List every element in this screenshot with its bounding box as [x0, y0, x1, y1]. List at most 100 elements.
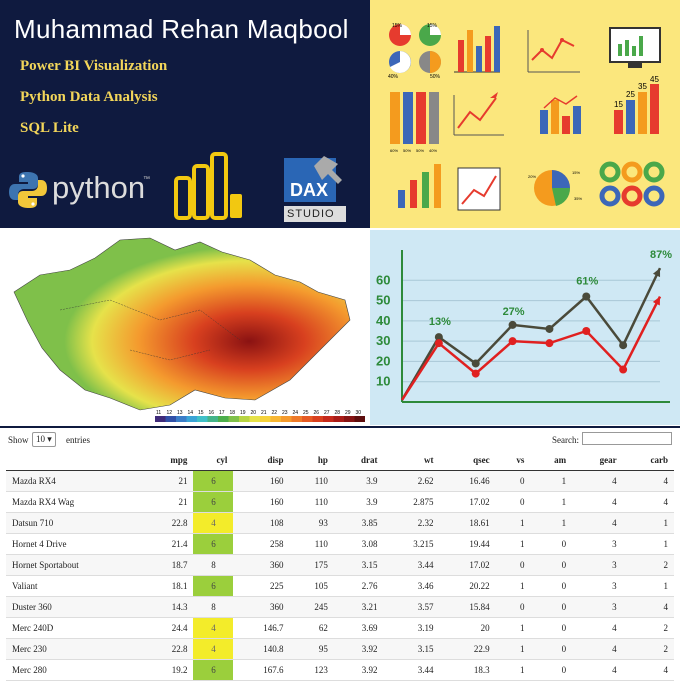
table-cell: 160 — [233, 491, 290, 513]
column-header-cyl[interactable]: cyl — [193, 450, 234, 471]
table-cell: 3.15 — [383, 638, 440, 660]
table-cell: 110 — [289, 470, 334, 492]
pie-side-label-3: 35% — [574, 196, 582, 201]
table-cell: 20 — [439, 617, 496, 639]
legend-tick-label: 27 — [324, 410, 330, 416]
banner-panel: Muhammad Rehan Maqbool Power BI Visualiz… — [0, 0, 370, 228]
legend-tick-label: 11 — [156, 410, 161, 416]
table-cell: 2 — [622, 638, 674, 660]
table-cell: Valiant — [6, 575, 143, 597]
y-tick-label: 30 — [376, 333, 390, 348]
column-header-drat[interactable]: drat — [333, 450, 384, 471]
table-cell: 6 — [193, 575, 234, 597]
series-line-1 — [400, 267, 662, 401]
table-cell: 258 — [233, 533, 290, 555]
donut-charts-icon — [599, 161, 665, 207]
legend-tick-label: 14 — [188, 410, 194, 416]
arrow-bars-icon — [398, 164, 441, 208]
table-cell: 108 — [233, 512, 290, 534]
table-cell: 22.8 — [142, 512, 194, 534]
table-cell: 3.9 — [333, 470, 384, 492]
column-header-gear[interactable]: gear — [572, 450, 623, 471]
table-cell: 3.9 — [333, 491, 384, 513]
entries-select-value: 10 — [36, 434, 45, 444]
column-header-mpg[interactable]: mpg — [142, 450, 194, 471]
table-cell: 16.46 — [439, 470, 496, 492]
pie-side-label-1: 20% — [528, 174, 536, 179]
table-cell: 4 — [193, 512, 234, 534]
heat-map-panel: 11 12 13 14 15 16 17 18 19 20 21 22 23 24 25 26 27 28 29 30 — [0, 230, 370, 425]
legend-tick-label: 15 — [198, 410, 204, 416]
table-cell: 1 — [622, 575, 674, 597]
table-cell: 4 — [193, 617, 234, 639]
table-cell: 4 — [572, 512, 623, 534]
bar-value-4: 45 — [650, 75, 659, 84]
table-cell: Merc 230 — [6, 638, 143, 660]
dax-studio-text: STUDIO — [287, 208, 335, 220]
column-header-am[interactable]: am — [530, 450, 573, 471]
author-name: Muhammad Rehan Maqbool — [14, 14, 349, 44]
table-cell: 4 — [193, 638, 234, 660]
table-cell: 3.21 — [333, 596, 384, 618]
table-cell: 4 — [622, 491, 674, 513]
legend-tick-label: 25 — [303, 410, 309, 416]
column-header-qsec[interactable]: qsec — [439, 450, 496, 471]
y-tick-label: 20 — [376, 353, 390, 368]
table-cell: Hornet Sportabout — [6, 554, 143, 576]
table-cell: 3.57 — [383, 596, 440, 618]
table-cell: 62 — [289, 617, 334, 639]
legend-swatch — [344, 416, 355, 422]
table-cell: 15.84 — [439, 596, 496, 618]
region-shape — [13, 237, 351, 411]
table-cell: 3.215 — [383, 533, 440, 555]
pie-label-4: 50% — [430, 74, 441, 80]
table-cell: 93 — [289, 512, 334, 534]
table-cell: 167.6 — [233, 659, 290, 681]
table-cell: 3.44 — [383, 659, 440, 681]
column-header-carb[interactable]: carb — [622, 450, 674, 471]
legend-swatch — [218, 416, 229, 422]
table-cell: 110 — [289, 533, 334, 555]
table-cell: 0 — [530, 638, 573, 660]
growth-chart-icon — [457, 167, 501, 211]
table-cell: 1 — [530, 491, 573, 513]
dax-logo-text: DAX — [290, 180, 329, 200]
table-cell: 24.4 — [142, 617, 194, 639]
table-cell: 140.8 — [233, 638, 290, 660]
series-arrowhead — [652, 296, 660, 306]
table-cell: 22.8 — [142, 638, 194, 660]
legend-swatch — [207, 416, 218, 422]
legend-swatch — [249, 416, 260, 422]
skill-python: Python Data Analysis — [20, 89, 158, 105]
legend-tick-label: 16 — [209, 410, 215, 416]
column-header-hp[interactable]: hp — [289, 450, 334, 471]
pie-label-2: 15% — [427, 23, 438, 29]
table-row: Valiant 18.1 6 225 105 2.76 3.46 20.22 1 0 3 1 — [6, 575, 674, 597]
column-header-wt[interactable]: wt — [383, 450, 440, 471]
legend-swatch — [281, 416, 292, 422]
stack-label-4: 40% — [429, 148, 437, 153]
table-cell: 18.7 — [142, 554, 194, 576]
table-cell: 3.92 — [333, 638, 384, 660]
table-cell: 1 — [495, 575, 531, 597]
table-cell: 4 — [572, 638, 623, 660]
data-point — [619, 365, 628, 374]
table-cell: 105 — [289, 575, 334, 597]
table-row: Merc 240D 24.4 4 146.7 62 3.69 3.19 20 1 0 4 2 — [6, 617, 674, 639]
column-header-model[interactable] — [6, 450, 143, 471]
legend-swatch — [260, 416, 271, 422]
column-header-disp[interactable]: disp — [233, 450, 290, 471]
data-point — [434, 333, 443, 342]
heat-map: 11 12 13 14 15 16 17 18 19 20 21 22 23 24 25 26 27 28 29 30 — [13, 237, 365, 422]
search-input[interactable] — [582, 432, 672, 445]
table-cell: 4 — [622, 470, 674, 492]
stacked-bar-icon: 60% 50% 50% 40% — [390, 92, 439, 153]
legend-swatch — [197, 416, 208, 422]
entries-select[interactable]: 10 ▾ — [32, 432, 56, 447]
table-cell: 123 — [289, 659, 334, 681]
table-cell: 0 — [530, 596, 573, 618]
legend-tick-label: 26 — [314, 410, 320, 416]
table-cell: 3.15 — [333, 554, 384, 576]
table-cell: 360 — [233, 596, 290, 618]
column-header-vs[interactable]: vs — [495, 450, 531, 471]
